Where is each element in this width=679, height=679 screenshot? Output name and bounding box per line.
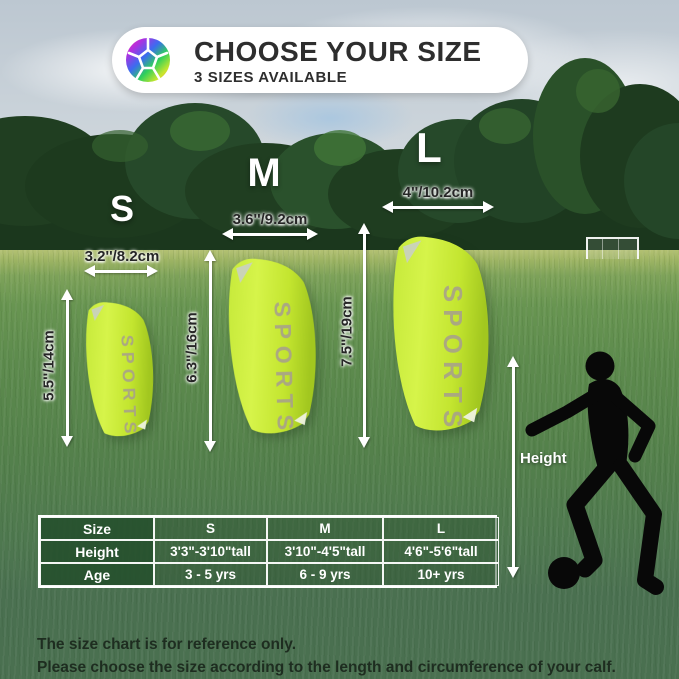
banner-title: CHOOSE YOUR SIZE [194,36,482,67]
player-silhouette [525,351,664,595]
size-label-m: M [247,151,281,195]
banner-subtitle: 3 SIZES AVAILABLE [194,69,348,86]
table-cell-size-l: L [383,517,499,540]
soccer-goal [586,237,639,259]
banner: CHOOSE YOUR SIZE 3 SIZES AVAILABLE [112,27,528,93]
player-height-label: Height [520,450,567,467]
height-measurement-l: 7.5''/19cm [338,296,356,367]
table-cell-height-l: 4'6"-5'6"tall [383,540,499,563]
soccer-ball [548,557,580,589]
height-measurement-m: 6.3''/16cm [183,312,201,383]
shin-guard-l: SPORTS [393,236,489,435]
footer-notes: The size chart is for reference only. Pl… [37,633,616,679]
table-cell-size-m: M [267,517,383,540]
size-label-l: L [416,124,442,171]
soccer-ball-icon [126,37,170,82]
table-cell-age-s: 3 - 5 yrs [154,563,267,586]
table-cell-age-m: 6 - 9 yrs [267,563,383,586]
shin-guard-s: SPORTS [86,302,154,439]
table-cell-age-l: 10+ yrs [383,563,499,586]
table-header-age: Age [40,563,154,586]
table-cell-height-s: 3'3"-3'10"tall [154,540,267,563]
table-header-height: Height [40,540,154,563]
sports-wordmark-l: SPORTS [438,285,466,435]
sports-wordmark-s: SPORTS [117,334,141,438]
note-line-1: The size chart is for reference only. [37,636,296,653]
height-measurement-s: 5.5''/14cm [40,330,58,401]
table-header-size: Size [40,517,154,540]
width-measurement-m: 3.6''/9.2cm [232,211,308,228]
shin-guard-m: SPORTS [228,258,316,437]
table-cell-size-s: S [154,517,267,540]
width-measurement-l: 4''/10.2cm [402,184,474,201]
size-label-s: S [109,188,134,229]
tree-line [0,58,679,258]
table-cell-height-m: 3'10"-4'5"tall [267,540,383,563]
sports-wordmark-m: SPORTS [269,301,299,437]
width-measurement-s: 3.2''/8.2cm [84,248,160,265]
size-chart-table: Size S M L Height 3'3"-3'10"tall 3'10"-4… [38,515,499,588]
note-line-2: Please choose the size according to the … [37,659,616,676]
